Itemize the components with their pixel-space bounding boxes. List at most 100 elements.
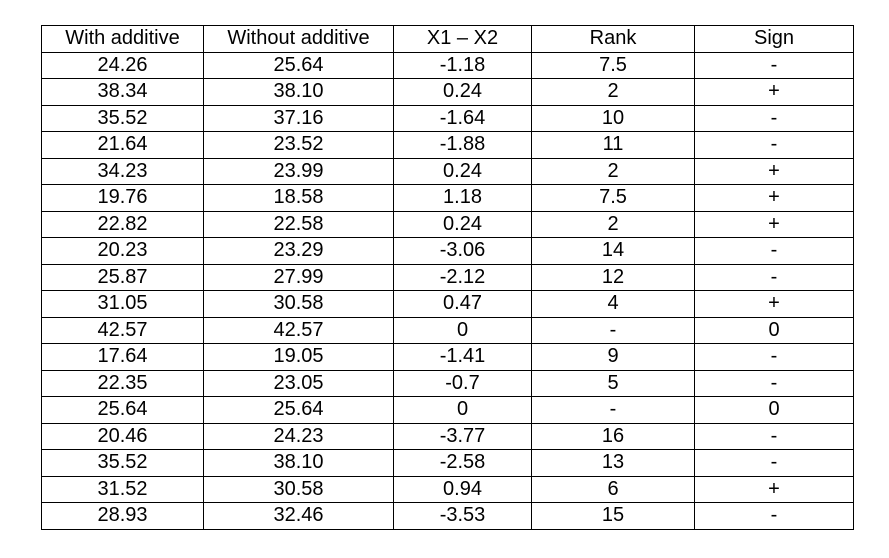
- cell-rank: 7.5: [531, 184, 695, 212]
- cell-with-additive: 24.26: [41, 51, 204, 79]
- cell-rank: 5: [531, 369, 695, 397]
- table-row: 35.52 37.16 -1.64 10-: [41, 104, 854, 132]
- cell-sign: -: [694, 369, 854, 397]
- cell-difference: -1.88: [393, 131, 532, 159]
- cell-difference: -2.12: [393, 263, 532, 291]
- table-row: 24.26 25.64 -1.18 7.5-: [41, 51, 854, 79]
- cell-difference: 0.47: [393, 290, 532, 318]
- table-row: 25.87 27.99 -2.12 12-: [41, 263, 854, 291]
- cell-difference: -3.06: [393, 237, 532, 265]
- cell-with-additive: 31.05: [41, 290, 204, 318]
- cell-sign: -: [694, 343, 854, 371]
- cell-with-additive: 20.23: [41, 237, 204, 265]
- table-row: 25.64 25.64 0-0: [41, 396, 854, 424]
- cell-without-additive: 30.58: [203, 475, 394, 503]
- cell-without-additive: 25.64: [203, 396, 394, 424]
- table-row: 20.46 24.23 -3.77 16-: [41, 422, 854, 450]
- data-table: With additive Without additive X1 – X2 R…: [41, 25, 854, 530]
- cell-rank: 13: [531, 449, 695, 477]
- cell-rank: 9: [531, 343, 695, 371]
- cell-without-additive: 19.05: [203, 343, 394, 371]
- cell-rank: -: [531, 396, 695, 424]
- cell-sign: +: [694, 78, 854, 106]
- cell-with-additive: 35.52: [41, 449, 204, 477]
- cell-with-additive: 19.76: [41, 184, 204, 212]
- cell-difference: -1.18: [393, 51, 532, 79]
- cell-difference: -3.53: [393, 502, 532, 530]
- header-row: With additive Without additive X1 – X2 R…: [41, 25, 854, 53]
- header-difference: X1 – X2: [393, 25, 532, 53]
- cell-difference: -1.64: [393, 104, 532, 132]
- cell-without-additive: 37.16: [203, 104, 394, 132]
- cell-sign: -: [694, 502, 854, 530]
- cell-difference: 0.24: [393, 210, 532, 238]
- cell-without-additive: 24.23: [203, 422, 394, 450]
- table-row: 19.76 18.58 1.18 7.5 +: [41, 184, 854, 212]
- table-body: 24.26 25.64 -1.18 7.5-38.34 38.10 0.24 2 +35.52…: [41, 51, 854, 530]
- table-row: 17.64 19.05 -1.41 9-: [41, 343, 854, 371]
- cell-without-additive: 25.64: [203, 51, 394, 79]
- table-row: 35.52 38.10 -2.58 13-: [41, 449, 854, 477]
- cell-rank: 16: [531, 422, 695, 450]
- cell-difference: 0.24: [393, 157, 532, 185]
- cell-difference: 0: [393, 396, 532, 424]
- cell-sign: +: [694, 184, 854, 212]
- cell-without-additive: 18.58: [203, 184, 394, 212]
- cell-difference: -2.58: [393, 449, 532, 477]
- cell-without-additive: 38.10: [203, 78, 394, 106]
- cell-rank: 2: [531, 210, 695, 238]
- cell-without-additive: 23.29: [203, 237, 394, 265]
- cell-sign: -: [694, 263, 854, 291]
- header-rank: Rank: [531, 25, 695, 53]
- cell-without-additive: 23.99: [203, 157, 394, 185]
- cell-rank: -: [531, 316, 695, 344]
- cell-rank: 11: [531, 131, 695, 159]
- cell-without-additive: 30.58: [203, 290, 394, 318]
- cell-sign: +: [694, 157, 854, 185]
- cell-with-additive: 21.64: [41, 131, 204, 159]
- cell-with-additive: 34.23: [41, 157, 204, 185]
- cell-sign: -: [694, 422, 854, 450]
- cell-without-additive: 23.05: [203, 369, 394, 397]
- cell-sign: -: [694, 131, 854, 159]
- table-row: 38.34 38.10 0.24 2 +: [41, 78, 854, 106]
- cell-without-additive: 32.46: [203, 502, 394, 530]
- cell-sign: -: [694, 237, 854, 265]
- cell-difference: 1.18: [393, 184, 532, 212]
- header-with-additive: With additive: [41, 25, 204, 53]
- cell-sign: -: [694, 51, 854, 79]
- cell-without-additive: 42.57: [203, 316, 394, 344]
- cell-difference: -0.7: [393, 369, 532, 397]
- header-without-additive: Without additive: [203, 25, 394, 53]
- cell-rank: 15: [531, 502, 695, 530]
- cell-without-additive: 27.99: [203, 263, 394, 291]
- cell-difference: 0.24: [393, 78, 532, 106]
- cell-with-additive: 17.64: [41, 343, 204, 371]
- table-row: 42.57 42.57 0-0: [41, 316, 854, 344]
- table-row: 31.05 30.58 0.47 4 +: [41, 290, 854, 318]
- cell-sign: +: [694, 475, 854, 503]
- cell-with-additive: 38.34: [41, 78, 204, 106]
- table-row: 22.82 22.58 0.24 2 +: [41, 210, 854, 238]
- cell-rank: 4: [531, 290, 695, 318]
- cell-with-additive: 22.35: [41, 369, 204, 397]
- cell-with-additive: 25.87: [41, 263, 204, 291]
- table-row: 28.93 32.46 -3.53 15-: [41, 502, 854, 530]
- cell-sign: 0: [694, 316, 854, 344]
- cell-sign: -: [694, 104, 854, 132]
- table-row: 21.64 23.52 -1.88 11-: [41, 131, 854, 159]
- cell-difference: 0: [393, 316, 532, 344]
- cell-with-additive: 28.93: [41, 502, 204, 530]
- cell-with-additive: 20.46: [41, 422, 204, 450]
- table-row: 22.35 23.05 -0.7 5-: [41, 369, 854, 397]
- cell-with-additive: 35.52: [41, 104, 204, 132]
- cell-sign: 0: [694, 396, 854, 424]
- cell-rank: 10: [531, 104, 695, 132]
- cell-without-additive: 22.58: [203, 210, 394, 238]
- table-header: With additive Without additive X1 – X2 R…: [41, 25, 854, 53]
- cell-sign: -: [694, 449, 854, 477]
- cell-rank: 7.5: [531, 51, 695, 79]
- table-row: 20.23 23.29 -3.06 14-: [41, 237, 854, 265]
- cell-without-additive: 38.10: [203, 449, 394, 477]
- cell-rank: 14: [531, 237, 695, 265]
